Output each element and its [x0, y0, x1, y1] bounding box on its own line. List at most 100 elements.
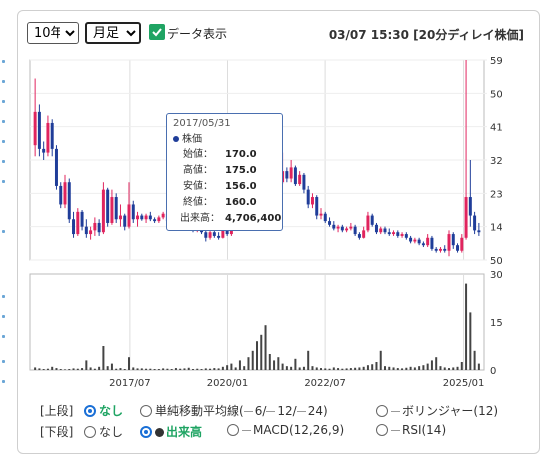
- show-data-label: データ表示: [167, 27, 228, 41]
- candle-body: [80, 211, 84, 227]
- volume-tick-label: 0: [490, 366, 496, 377]
- tooltip-open-row: 始値： 170.0: [173, 147, 276, 163]
- candle-body: [148, 215, 152, 220]
- volume-bar: [396, 368, 399, 370]
- candle-body: [396, 232, 400, 236]
- candle-body: [76, 211, 80, 235]
- radio-icon[interactable]: [140, 405, 152, 417]
- candle-body: [468, 197, 472, 216]
- volume-bar: [260, 334, 263, 370]
- lower-option-rsi[interactable]: RSI(14): [376, 423, 446, 437]
- volume-bar: [98, 366, 101, 370]
- volume-bar: [170, 369, 173, 370]
- volume-bar: [452, 367, 455, 370]
- radio-icon[interactable]: [227, 424, 239, 436]
- tooltip-header-label: 株価: [182, 134, 202, 145]
- volume-bar: [200, 369, 203, 370]
- volume-bar: [349, 368, 352, 370]
- volume-bar: [315, 367, 318, 370]
- lower-option-none[interactable]: なし: [84, 423, 123, 440]
- candle-body: [323, 213, 327, 222]
- volume-bar: [311, 366, 314, 370]
- price-tick-label: 590: [490, 56, 502, 67]
- candle-body: [136, 215, 140, 220]
- candle-body: [426, 237, 430, 246]
- x-tick-label: 2020/01: [207, 378, 249, 389]
- sma-24-label: 24): [307, 404, 328, 418]
- tooltip-volume-value: 4,706,400: [225, 213, 282, 224]
- lower-option-none-label: なし: [99, 425, 124, 439]
- volume-bar: [456, 366, 459, 370]
- candle-body: [383, 228, 387, 233]
- interval-select[interactable]: 月足: [85, 22, 141, 44]
- price-tick-label: 410: [490, 123, 502, 134]
- candle-body: [63, 182, 67, 205]
- candle-body: [379, 228, 383, 233]
- radio-selected-icon[interactable]: [84, 405, 96, 417]
- volume-bar: [85, 360, 88, 370]
- volume-bar: [256, 341, 258, 370]
- sma-line-icon: [243, 411, 253, 412]
- tooltip-low-label: 安値：: [183, 181, 213, 192]
- volume-bar: [145, 368, 148, 370]
- volume-bar: [38, 368, 41, 370]
- volume-bar: [448, 368, 450, 370]
- candle-body: [114, 197, 118, 220]
- radio-icon[interactable]: [376, 405, 388, 417]
- series-dot-icon: [173, 136, 179, 142]
- volume-dot-icon: [173, 216, 179, 222]
- candle-body: [302, 174, 306, 190]
- volume-bar: [290, 366, 293, 370]
- sma-12-label: 12/: [277, 404, 297, 418]
- lower-label: [下段]: [40, 425, 74, 439]
- candle-body: [477, 230, 481, 233]
- upper-option-none[interactable]: なし: [84, 402, 123, 419]
- candle-body: [464, 197, 468, 238]
- show-data-checkbox[interactable]: [149, 24, 165, 40]
- candle-body: [374, 224, 378, 233]
- volume-bar: [46, 368, 49, 370]
- tooltip-open-value: 170.0: [225, 149, 257, 160]
- volume-bar: [388, 366, 391, 370]
- volume-bar: [375, 362, 378, 370]
- period-select[interactable]: 10年: [27, 22, 79, 44]
- candle-body: [42, 148, 46, 153]
- lower-option-volume[interactable]: 出来高: [140, 423, 202, 440]
- volume-bar: [324, 368, 327, 370]
- volume-bar: [366, 365, 369, 370]
- volume-bar: [409, 366, 412, 370]
- candle-body: [131, 204, 135, 220]
- volume-bar: [68, 369, 71, 370]
- radio-selected-icon[interactable]: [140, 426, 152, 438]
- lower-option-macd[interactable]: MACD(12,26,9): [227, 423, 344, 437]
- candle-body: [208, 232, 212, 238]
- volume-bar: [294, 358, 297, 370]
- volume-tick-label: 150M: [490, 318, 502, 329]
- candle-body: [349, 226, 353, 229]
- tooltip-volume-label: 出来高：: [180, 213, 220, 224]
- radio-icon[interactable]: [84, 426, 96, 438]
- candle-body: [434, 248, 438, 251]
- candle-body: [161, 213, 165, 218]
- chart-toolbar: 10年 月足 データ表示 03/07 15:30 [20分ディレイ株価]: [27, 22, 532, 46]
- volume-bar: [162, 368, 165, 370]
- volume-bar: [166, 368, 169, 370]
- upper-option-bollinger[interactable]: ボリンジャー(12): [376, 402, 498, 419]
- volume-bar: [307, 350, 310, 370]
- candle-body: [460, 237, 464, 251]
- upper-label: [上段]: [40, 404, 74, 418]
- upper-option-sma[interactable]: 単純移動平均線(6/12/24): [140, 402, 328, 419]
- volume-bar: [234, 367, 237, 370]
- volume-bar: [247, 357, 250, 370]
- upper-option-none-label: なし: [99, 404, 124, 418]
- volume-legend-icon: [155, 428, 164, 437]
- volume-bar: [473, 350, 476, 370]
- candle-body: [59, 185, 63, 205]
- tooltip-open-label: 始値：: [183, 149, 213, 160]
- volume-bar: [128, 357, 130, 370]
- radio-icon[interactable]: [376, 424, 388, 436]
- volume-bar: [179, 368, 182, 370]
- volume-bar: [72, 368, 75, 370]
- x-tick-label: 2022/07: [304, 378, 346, 389]
- candle-body: [319, 213, 323, 216]
